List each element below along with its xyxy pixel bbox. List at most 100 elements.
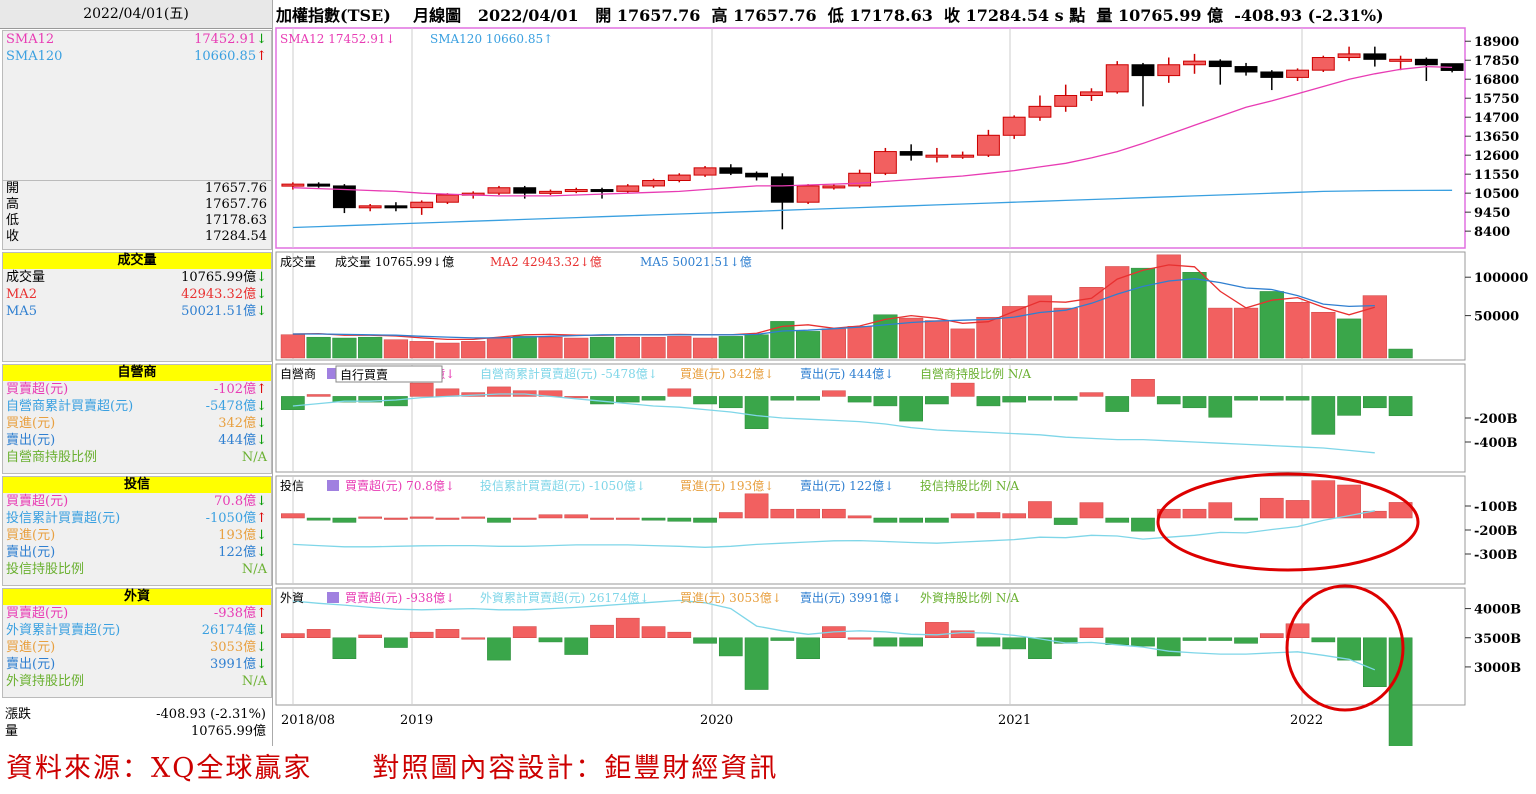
foreign-flow-bar <box>718 637 743 657</box>
volume-bar <box>1233 307 1259 359</box>
trust-highlight-circle <box>1156 472 1420 572</box>
candle <box>1157 64 1181 77</box>
trust-flow-bar <box>1182 508 1207 519</box>
volume-bar <box>280 334 305 359</box>
trust-flow-bar <box>461 516 486 519</box>
trust-flow-bar <box>847 515 872 519</box>
candle <box>1389 58 1413 62</box>
trust-tick-label: -100B <box>1474 500 1518 515</box>
candle <box>1337 53 1361 59</box>
sma-section: SMA12 17452.91↓ SMA120 10660.85↑ <box>2 30 272 182</box>
trust-flow-bar <box>358 516 383 519</box>
foreign-legend-3: 買進(元) 3053億↓ <box>680 591 782 605</box>
candle <box>642 180 665 187</box>
trust-flow-bar <box>435 517 460 520</box>
candle <box>384 205 408 209</box>
foreign-flow-bar <box>744 637 769 690</box>
trust-flow-bar <box>873 517 898 523</box>
trust-r1: 買賣超(元) 70.8億↓ <box>6 494 267 509</box>
sma120-row: SMA120 10660.85↑ <box>6 49 267 64</box>
candle <box>616 185 640 192</box>
x-tick-label: 2022 <box>1290 713 1323 728</box>
grid-icon <box>327 480 339 491</box>
candle <box>435 194 459 203</box>
foreign-flow-bar <box>564 637 589 655</box>
dealer-flow-bar <box>1362 396 1387 409</box>
ma5-line <box>292 278 1375 339</box>
candle <box>590 189 614 193</box>
price-panel-frame <box>275 27 1466 249</box>
volume-tick-label: 100000 <box>1474 271 1528 286</box>
dealer-flow-bar <box>925 396 949 405</box>
trust-flow-bar <box>1053 517 1078 525</box>
foreign-flow-bar <box>487 637 511 661</box>
dealer-legend-5: 自營商持股比例 N/A <box>920 366 1031 381</box>
foreign-flow-bar <box>1002 637 1027 650</box>
volume-bar <box>358 336 383 359</box>
chg-row: 漲跌 -408.93 (-2.31%) <box>5 707 266 722</box>
dealer-flow-bar <box>332 396 357 403</box>
trust-flow-bar <box>718 512 743 519</box>
candle <box>1363 53 1387 60</box>
price-tick-label: 17850 <box>1474 54 1519 69</box>
candle <box>410 201 434 209</box>
trust-flow-bar <box>306 517 331 521</box>
price-tick-label: 14700 <box>1474 111 1519 126</box>
trust-legend-3: 買進(元) 193億↓ <box>680 479 774 493</box>
foreign-flow-bar <box>1028 637 1052 659</box>
volume-bar <box>461 341 486 359</box>
candle <box>1183 60 1206 66</box>
date-label: 2022/04/01(五) <box>0 0 272 29</box>
dealer-flow-bar <box>1002 396 1027 403</box>
foreign-legend-1: 買賣超(元) -938億↓ <box>345 590 455 605</box>
foreign-flow-bar <box>615 617 640 639</box>
foreign-flow-bar <box>358 634 383 639</box>
trust-flow-bar <box>615 517 640 520</box>
dealer-flow-bar <box>1311 396 1336 435</box>
close-row: 收 17284.54 <box>6 229 267 244</box>
volume-bar <box>744 334 769 359</box>
trust-flow-bar <box>899 517 923 523</box>
foreign-info: 外資 買賣超(元) -938億↑ 外資累計買賣超(元) 26174億↓ 買進(元) 3… <box>2 588 272 698</box>
dealer-cumulative-line <box>292 393 1375 454</box>
candle <box>564 189 588 193</box>
low-row: 低 17178.63 <box>6 213 267 228</box>
dealer-flow-bar <box>1156 396 1181 405</box>
price-tick-label: 15750 <box>1474 92 1519 107</box>
volume-bar <box>1105 266 1130 359</box>
candle <box>1286 69 1310 78</box>
foreign-legend-4: 賣出(元) 3991億↓ <box>800 590 902 605</box>
trust-flow-bar <box>693 517 717 523</box>
price-tick-label: 18900 <box>1474 35 1519 50</box>
candle <box>1002 116 1026 136</box>
chart-canvas: 18900 17850 16800 15750 14700 13650 12600 11550… <box>275 27 1528 746</box>
trust-flow-bar <box>564 514 589 519</box>
dealer-tick-label: -400B <box>1474 436 1518 451</box>
volume-bar <box>976 316 1001 359</box>
foreign-flow-bar <box>976 637 1001 647</box>
info-panel: 2022/04/01(五) SMA12 17452.91↓ SMA120 10660… <box>0 0 273 746</box>
dealer-flow-bar <box>744 396 769 429</box>
dealer-flow-bar <box>641 396 666 401</box>
sma12-line <box>292 65 1453 197</box>
volume-legend-title: 成交量 <box>280 254 316 269</box>
foreign-flow-bar <box>847 637 872 640</box>
dealer-flow-bar <box>306 394 331 397</box>
candle <box>281 183 305 187</box>
dealer-flow-bar <box>796 396 820 401</box>
open-row: 開 17657.76 <box>6 181 267 196</box>
volume-bar <box>1002 306 1027 359</box>
dealer-legend-4: 賣出(元) 444億↓ <box>800 366 894 381</box>
x-tick-label: 2018/08 <box>281 713 335 728</box>
foreign-flow-bar <box>409 631 434 639</box>
candle <box>1131 64 1155 77</box>
dealer-flow-bar <box>950 382 975 397</box>
volume-bar <box>1208 307 1233 359</box>
period-label: 月線圖 <box>413 6 462 25</box>
dealer-flow-bar <box>615 396 640 403</box>
trust-flow-bar <box>925 517 949 523</box>
trust-info: 投信 買賣超(元) 70.8億↓ 投信累計買賣超(元) -1050億↑ 買進(元) 1… <box>2 476 272 586</box>
foreign-highlight-circle <box>1285 584 1405 712</box>
volume-bar <box>692 337 718 359</box>
ma2-row: MA2 42943.32億↓ <box>6 287 267 302</box>
